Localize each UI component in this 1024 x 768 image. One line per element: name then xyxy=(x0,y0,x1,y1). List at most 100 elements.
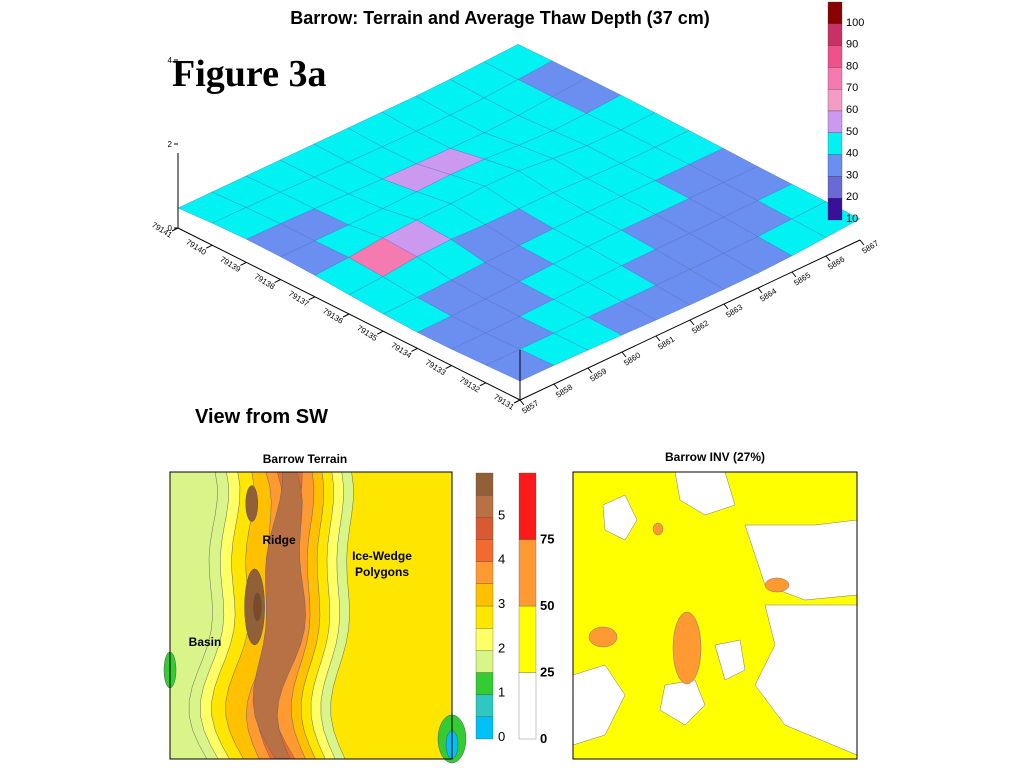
thaw-colorbar-tick: 60 xyxy=(846,104,858,116)
thaw-colorbar-band xyxy=(827,154,843,177)
surface-y-tick-label: 79137 xyxy=(287,289,311,309)
surface-y-tick xyxy=(274,279,281,284)
thaw-colorbar-tick: 90 xyxy=(846,39,858,51)
thaw-colorbar-band xyxy=(827,89,843,112)
surface-x-tick-label: 5864 xyxy=(758,286,778,303)
surface-z-tick-label: 0 xyxy=(168,224,173,233)
terrain-colorbar-band xyxy=(475,672,494,695)
terrain-colorbar-band xyxy=(475,605,494,629)
surface-y-tick xyxy=(376,330,384,335)
surface-y-tick-label: 79136 xyxy=(321,306,345,326)
surface-z-tick-label: 2 xyxy=(168,140,173,149)
inv-high-region xyxy=(764,577,790,593)
terrain-colorbar-tick: 3 xyxy=(498,596,505,611)
surface-x-tick xyxy=(519,399,525,406)
view-label: View from SW xyxy=(195,406,328,428)
terrain-colorbar-tick: 4 xyxy=(498,552,505,567)
surface-x-tick-label: 5865 xyxy=(792,270,812,287)
terrain-colorbar-band xyxy=(475,495,494,518)
terrain-colorbar-band xyxy=(475,650,494,673)
thaw-colorbar-band xyxy=(827,198,843,221)
thaw-colorbar-band xyxy=(827,67,843,90)
thaw-colorbar-band xyxy=(827,132,843,155)
thaw-colorbar: 10 20 30 40 50 60 70 80 90 100 xyxy=(827,1,864,225)
surface-y-tick-label: 79139 xyxy=(218,255,242,275)
inv-low-region xyxy=(714,639,746,681)
terrain-annotation: Basin xyxy=(189,635,222,649)
terrain-colorbar-tick: 0 xyxy=(498,729,505,744)
surface-x-tick xyxy=(587,367,593,374)
thaw-colorbar-tick: 20 xyxy=(846,191,858,203)
surface-y-tick-label: 79134 xyxy=(389,341,413,361)
inv-colorbar-tick: 25 xyxy=(540,665,554,680)
inv-frame xyxy=(572,471,858,760)
inv-high-region xyxy=(672,611,702,685)
figure-label: Figure 3a xyxy=(172,53,327,95)
surface-y-tick xyxy=(479,382,487,387)
surface-x-tick-label: 5866 xyxy=(826,254,846,271)
surface-x-tick-label: 5862 xyxy=(690,318,710,335)
surface-y-tick-label: 79138 xyxy=(253,272,277,292)
terrain-colorbar: 0 1 2 3 4 5 xyxy=(475,472,505,744)
terrain-annotation: Polygons xyxy=(355,565,409,579)
inv-colorbar-band xyxy=(518,539,537,607)
surface-x-tick xyxy=(553,383,559,390)
surface-y-tick xyxy=(513,399,521,404)
surface-chart: 79131 79132 79133 79134 79135 79136 79137 79138… xyxy=(150,43,881,416)
terrain-colorbar-band xyxy=(475,716,494,740)
surface-y-tick-label: 79140 xyxy=(184,237,208,257)
terrain-map: Ridge Ice-Wedge Polygons Basin xyxy=(163,471,467,764)
surface-y-tick-label: 79132 xyxy=(458,375,482,395)
terrain-colorbar-band xyxy=(475,561,494,584)
surface-x-tick-label: 5867 xyxy=(860,238,880,255)
thaw-colorbar-band xyxy=(827,1,843,24)
inv-colorbar: 0 25 50 75 xyxy=(518,472,554,746)
surface-x-tick-label: 5857 xyxy=(520,398,540,415)
surface-x-tick xyxy=(655,335,661,342)
surface-x-tick xyxy=(825,255,831,262)
terrain-annotation: Ice-Wedge xyxy=(352,549,412,563)
inv-map xyxy=(572,471,858,760)
surface-x-tick-label: 5863 xyxy=(724,302,744,319)
thaw-colorbar-band xyxy=(827,110,843,133)
terrain-title: Barrow Terrain xyxy=(262,452,348,466)
terrain-colorbar-band xyxy=(475,628,494,651)
thaw-colorbar-band xyxy=(827,45,843,68)
terrain-frame xyxy=(169,471,453,760)
surface-x-tick xyxy=(689,319,695,326)
surface-x-tick xyxy=(791,271,797,278)
main-chart-title: Barrow: Terrain and Average Thaw Depth (… xyxy=(290,8,710,28)
inv-colorbar-band xyxy=(518,472,537,540)
thaw-colorbar-tick: 50 xyxy=(846,126,858,138)
inv-colorbar-tick: 50 xyxy=(540,598,554,613)
terrain-colorbar-band xyxy=(475,539,494,562)
surface-y-tick-label: 79133 xyxy=(424,358,448,378)
surface-y-tick xyxy=(411,347,418,352)
surface-y-tick xyxy=(205,244,213,249)
terrain-colorbar-tick: 1 xyxy=(498,685,505,700)
surface-y-tick-label: 79135 xyxy=(355,323,379,343)
surface-x-tick-label: 5859 xyxy=(588,366,608,383)
surface-x-tick xyxy=(757,287,763,294)
thaw-colorbar-tick: 70 xyxy=(846,82,858,94)
surface-x-tick-label: 5861 xyxy=(656,334,676,351)
thaw-colorbar-tick: 100 xyxy=(846,17,864,29)
inv-colorbar-band xyxy=(518,672,537,740)
surface-x-tick-label: 5858 xyxy=(554,382,574,399)
terrain-colorbar-tick: 2 xyxy=(498,640,505,655)
surface-y-tick xyxy=(240,261,247,266)
terrain-ridge-peak xyxy=(253,592,262,622)
terrain-colorbar-band xyxy=(475,472,494,496)
surface-x-tick xyxy=(859,239,865,246)
surface-y-tick xyxy=(342,313,350,318)
surface-x-tick xyxy=(723,303,729,310)
inv-colorbar-tick: 75 xyxy=(540,532,554,547)
surface-x-tick-label: 5860 xyxy=(622,350,642,367)
inv-colorbar-band xyxy=(518,605,537,673)
surface-y-tick-label: 79131 xyxy=(492,392,516,412)
thaw-colorbar-tick: 30 xyxy=(846,169,858,181)
terrain-ridge-peak xyxy=(245,485,259,522)
inv-high-region xyxy=(652,522,664,536)
terrain-colorbar-band xyxy=(475,583,494,607)
surface-z-tick-label: 4 xyxy=(168,56,173,65)
